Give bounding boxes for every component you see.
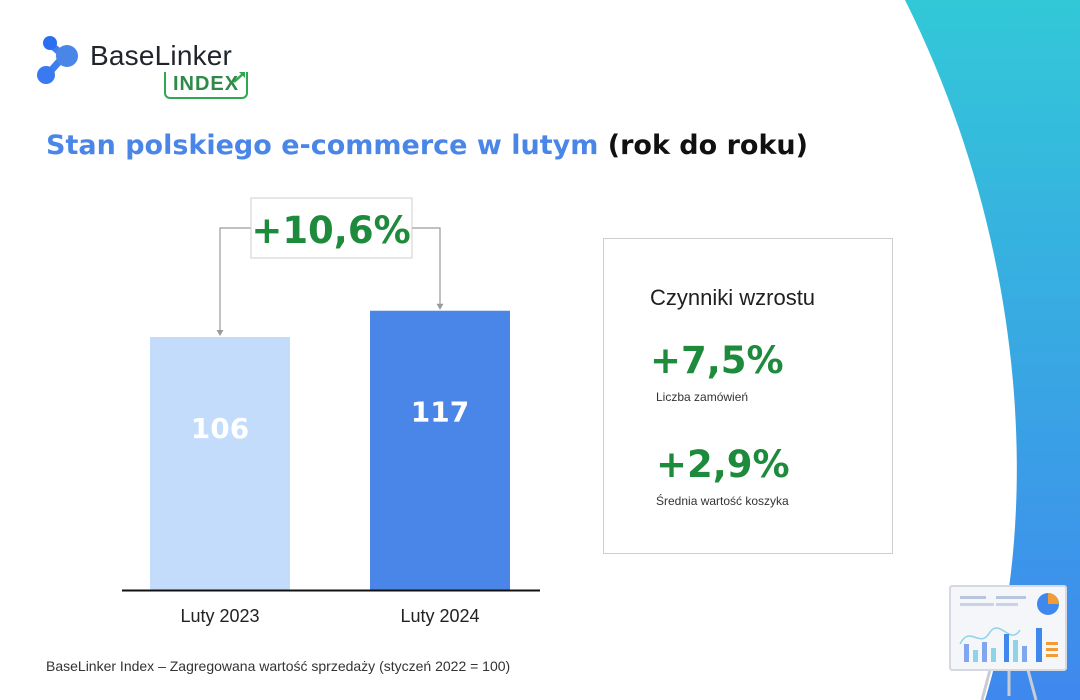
change-connector-line — [219, 227, 441, 331]
presentation-easel-icon — [949, 585, 1067, 700]
bar-value-label-2023: 106 — [191, 412, 249, 445]
factors-title: Czynniki wzrostu — [650, 285, 816, 310]
x-tick-label-2023: Luty 2023 — [180, 606, 259, 626]
title-rest: (rok do roku) — [607, 130, 808, 161]
bar-chart: 106 117 Luty 2023 Luty 2024 +10,6% — [122, 197, 540, 626]
connector-arrowhead-left — [216, 330, 224, 336]
orders-growth-value: +7,5% — [650, 339, 784, 382]
growth-factors-panel: Czynniki wzrostu +7,5% Liczba zamówień +… — [603, 238, 893, 554]
index-badge-label: INDEX — [172, 73, 240, 95]
baselinker-logo-icon — [37, 36, 78, 84]
basket-growth-label: Średnia wartość koszyka — [656, 494, 789, 508]
bar-value-label-2024: 117 — [411, 395, 469, 428]
change-label-box — [250, 197, 413, 259]
orders-growth-label: Liczba zamówień — [656, 390, 749, 404]
trend-arrow-icon — [233, 72, 245, 83]
index-badge: INDEX — [164, 72, 248, 99]
bar-luty-2024 — [370, 310, 510, 590]
brand-name: BaseLinker — [90, 40, 233, 71]
page-title: Stan polskiego e-commerce w lutym (rok d… — [46, 130, 808, 161]
change-label: +10,6% — [251, 209, 410, 252]
basket-growth-value: +2,9% — [656, 443, 790, 486]
title-highlight: Stan polskiego e-commerce w lutym — [46, 130, 599, 161]
bar-luty-2023 — [150, 337, 290, 590]
x-tick-label-2024: Luty 2024 — [400, 606, 479, 626]
connector-arrowhead-right — [436, 303, 444, 310]
footer-note: BaseLinker Index – Zagregowana wartość s… — [46, 658, 511, 674]
